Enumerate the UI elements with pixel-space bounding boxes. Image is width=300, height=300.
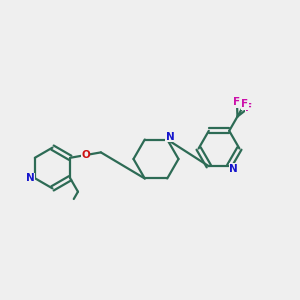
Text: O: O <box>81 150 90 160</box>
Text: N: N <box>166 131 175 142</box>
Text: F: F <box>233 97 241 107</box>
Text: F: F <box>245 103 252 113</box>
Text: N: N <box>229 164 238 174</box>
Text: F: F <box>241 99 248 109</box>
Text: N: N <box>26 173 34 183</box>
